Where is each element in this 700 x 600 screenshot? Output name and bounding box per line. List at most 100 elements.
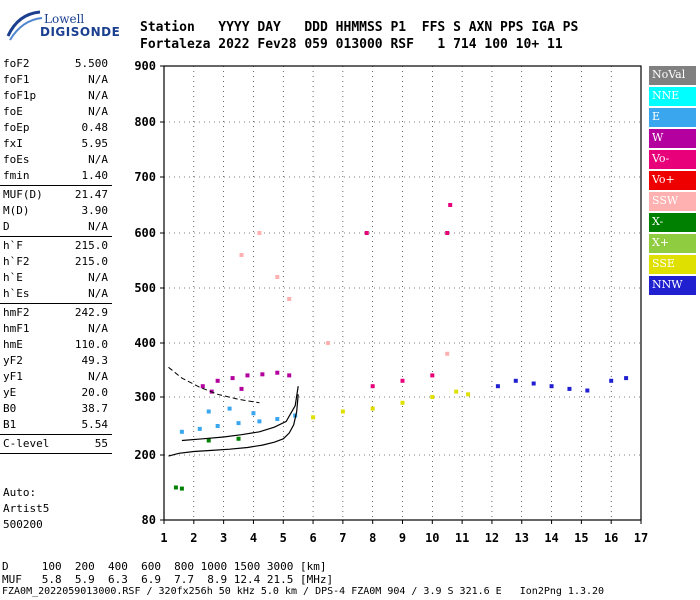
param-group-1: foF2 5.500 foF1 N/A foF1p N/A foE N/A foEp 0.… bbox=[0, 56, 112, 184]
param-divider bbox=[0, 434, 112, 435]
param-row: foF1 N/A bbox=[0, 72, 112, 88]
param-value: N/A bbox=[88, 370, 108, 383]
param-value: 5.95 bbox=[81, 137, 109, 150]
param-row: foE N/A bbox=[0, 104, 112, 120]
data-point bbox=[495, 384, 500, 389]
param-label: B0 bbox=[3, 402, 17, 415]
param-label: yE bbox=[3, 386, 17, 399]
param-row: C-level 55 bbox=[0, 436, 112, 452]
data-point bbox=[325, 341, 330, 345]
logo-swoosh-icon bbox=[6, 10, 43, 41]
version-label: 500200 bbox=[3, 518, 43, 531]
param-row: h`F2 215.0 bbox=[0, 254, 112, 270]
param-label: D bbox=[3, 220, 10, 233]
logo-digisonde-text: DIGISONDE bbox=[40, 25, 121, 39]
x-tick-label: 11 bbox=[455, 531, 469, 545]
legend-item-nnw: NNW bbox=[649, 276, 696, 295]
footer-distance-row: D 100 200 400 600 800 1000 1500 3000 [km… bbox=[2, 560, 327, 573]
header-labels: Station YYYY DAY DDD HHMMSS P1 FFS S AXN… bbox=[140, 20, 579, 35]
x-tick-label: 6 bbox=[309, 531, 316, 545]
legend-item-sse: SSE bbox=[649, 255, 696, 274]
param-value: 110.0 bbox=[74, 338, 108, 351]
parameter-panel: foF2 5.500 foF1 N/A foF1p N/A foE N/A foEp 0.… bbox=[0, 56, 112, 455]
param-label: h`Es bbox=[3, 287, 30, 300]
data-point bbox=[370, 406, 375, 411]
data-point bbox=[454, 389, 459, 394]
footer-file-row: FZA0M_2022059013000.RSF / 320fx256h 50 k… bbox=[2, 586, 605, 597]
data-point bbox=[236, 436, 241, 441]
param-label: foF1 bbox=[3, 73, 30, 86]
x-tick-label: 12 bbox=[485, 531, 499, 545]
param-value: 38.7 bbox=[81, 402, 109, 415]
data-point bbox=[215, 424, 220, 428]
param-group-3: h`F 215.0 h`F2 215.0 h`E N/A h`Es N/A bbox=[0, 238, 112, 302]
artist-label: Artist5 bbox=[3, 502, 50, 515]
legend-item-vo-minus: Vo- bbox=[649, 150, 696, 169]
param-label: h`E bbox=[3, 271, 23, 284]
data-point bbox=[445, 231, 450, 235]
data-point bbox=[370, 384, 375, 389]
x-tick-label: 8 bbox=[369, 531, 376, 545]
data-point bbox=[585, 388, 590, 393]
x-tick-label: 1 bbox=[160, 531, 167, 545]
param-value: N/A bbox=[88, 271, 108, 284]
param-label: MUF(D) bbox=[3, 188, 43, 201]
x-tick-label: 9 bbox=[399, 531, 406, 545]
param-label: C-level bbox=[3, 437, 50, 450]
data-point bbox=[311, 415, 316, 420]
data-point bbox=[364, 231, 369, 235]
y-tick-label: 300 bbox=[134, 390, 156, 404]
data-point bbox=[549, 384, 554, 389]
data-point bbox=[173, 485, 178, 490]
param-group-5: C-level 55 bbox=[0, 436, 112, 452]
param-row: h`E N/A bbox=[0, 270, 112, 286]
y-tick-label: 200 bbox=[134, 448, 156, 462]
param-group-2: MUF(D) 21.47 M(D) 3.90 D N/A bbox=[0, 187, 112, 235]
header-values: Fortaleza 2022 Fev28 059 013000 RSF 1 71… bbox=[140, 37, 563, 52]
data-point bbox=[230, 376, 235, 381]
x-tick-label: 5 bbox=[280, 531, 287, 545]
data-point bbox=[430, 373, 435, 378]
param-row: hmF1 N/A bbox=[0, 321, 112, 337]
param-row: foEs N/A bbox=[0, 152, 112, 168]
data-point bbox=[206, 438, 211, 443]
ordinary-trace-curve bbox=[181, 386, 299, 442]
param-value: 215.0 bbox=[74, 239, 108, 252]
x-tick-label: 16 bbox=[604, 531, 618, 545]
param-row: hmF2 242.9 bbox=[0, 305, 112, 321]
param-value: 21.47 bbox=[74, 188, 108, 201]
data-point bbox=[245, 373, 250, 378]
legend-item-x-minus: X- bbox=[649, 213, 696, 232]
data-point bbox=[287, 297, 292, 301]
param-row: hmE 110.0 bbox=[0, 337, 112, 353]
param-value: 55 bbox=[94, 437, 108, 450]
data-point bbox=[275, 275, 280, 279]
data-point bbox=[227, 406, 232, 411]
param-value: 5.500 bbox=[74, 57, 108, 70]
param-label: yF1 bbox=[3, 370, 23, 383]
digisonde-logo: Lowell DIGISONDE bbox=[4, 6, 144, 46]
extrapolated-trace-curve bbox=[168, 366, 260, 404]
param-row: M(D) 3.90 bbox=[0, 203, 112, 219]
x-tick-label: 14 bbox=[544, 531, 558, 545]
x-tick-label: 10 bbox=[425, 531, 439, 545]
data-point bbox=[206, 409, 211, 414]
x-tick-label: 4 bbox=[250, 531, 257, 545]
param-value: N/A bbox=[88, 89, 108, 102]
param-label: yF2 bbox=[3, 354, 23, 367]
data-point bbox=[445, 351, 450, 356]
param-value: N/A bbox=[88, 105, 108, 118]
param-value: N/A bbox=[88, 322, 108, 335]
legend-item-vo-plus: Vo+ bbox=[649, 171, 696, 190]
param-label: foE bbox=[3, 105, 23, 118]
data-point bbox=[430, 395, 435, 399]
data-point bbox=[239, 253, 244, 257]
param-row: B0 38.7 bbox=[0, 401, 112, 417]
data-point bbox=[179, 429, 184, 434]
param-value: N/A bbox=[88, 73, 108, 86]
param-row: B1 5.54 bbox=[0, 417, 112, 433]
data-point bbox=[257, 419, 262, 424]
param-value: N/A bbox=[88, 220, 108, 233]
param-label: B1 bbox=[3, 418, 17, 431]
